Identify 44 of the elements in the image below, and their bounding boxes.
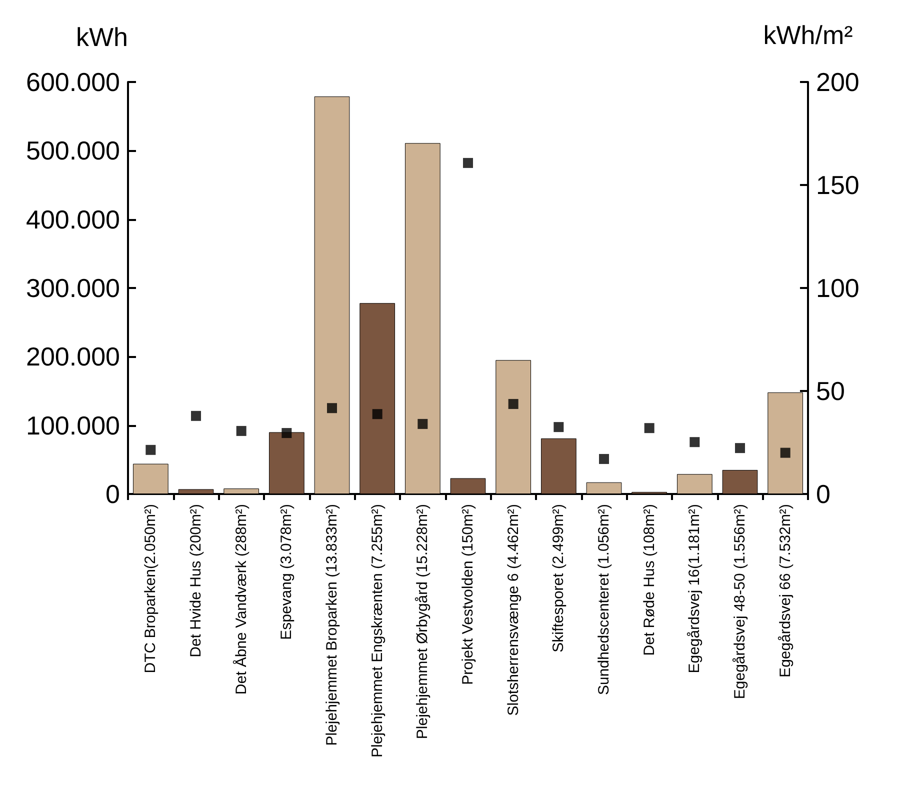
point — [644, 423, 654, 434]
x-tick-label: Sundhedscenteret (1.056m²) — [596, 504, 612, 695]
x-tick-label: Egegårdsvej 48-50 (1.556m²) — [732, 504, 748, 700]
y-tick-label: 500.000 — [26, 136, 120, 166]
x-tick-label: Egegårdsvej 16(1.181m²) — [686, 504, 704, 674]
y2-tick-label: 50 — [816, 376, 845, 406]
x-tick-label: Det Hvide Hus (200m²) — [188, 504, 204, 658]
y-tick-label: 100.000 — [26, 410, 120, 440]
point — [418, 418, 428, 429]
x-tick-label: Plejehjemmet Engskrænten (7.255m²) — [368, 504, 386, 758]
y-tick-label: 0 — [106, 479, 120, 509]
y2-tick-label: 100 — [816, 273, 860, 303]
y-tick-label: 400.000 — [26, 204, 120, 234]
point — [236, 426, 246, 436]
point — [508, 398, 518, 409]
x-tick-label: Det Røde Hus (108m²) — [640, 504, 658, 656]
x-tick-label: Egegårdsvej 66 (7.532m²) — [776, 504, 794, 678]
y2-tick-label: 150 — [816, 170, 860, 200]
y2-axis-title: kWh/m² — [763, 20, 854, 50]
point — [282, 428, 292, 438]
x-tick-label: DTC Broparken(2.050m²) — [142, 504, 160, 674]
point — [780, 448, 790, 458]
point — [554, 422, 564, 432]
point — [327, 403, 337, 414]
x-tick-label: Skiftesporet (2.499m²) — [550, 504, 568, 652]
x-tick-label: Espevang (3.078m²) — [278, 504, 296, 640]
x-tick-label: Slotsherrensvænge 6 (4.462m²) — [504, 504, 522, 716]
x-tick-label: Plejehjemmet Broparken (13.833m²) — [324, 504, 340, 746]
y-tick-label: 200.000 — [26, 342, 120, 372]
point — [735, 443, 745, 454]
y-tick-label: 600.000 — [26, 67, 120, 97]
point — [372, 409, 382, 420]
y-tick-label: 300.000 — [26, 273, 120, 303]
y-axis-title: kWh — [76, 22, 128, 52]
point — [599, 454, 609, 464]
y2-tick-label: 0 — [816, 479, 830, 509]
y2-tick-label: 200 — [816, 67, 860, 97]
point — [191, 410, 201, 421]
point — [146, 444, 156, 455]
point — [690, 437, 700, 448]
x-tick-label: Det Åbne Vandværk (288m²) — [232, 504, 250, 695]
point — [463, 158, 473, 168]
x-tick-label: Plejehjemmet Ørbygård (15.228m²) — [414, 504, 432, 740]
x-tick-label: Projekt Vestvolden (150m²) — [460, 504, 476, 685]
